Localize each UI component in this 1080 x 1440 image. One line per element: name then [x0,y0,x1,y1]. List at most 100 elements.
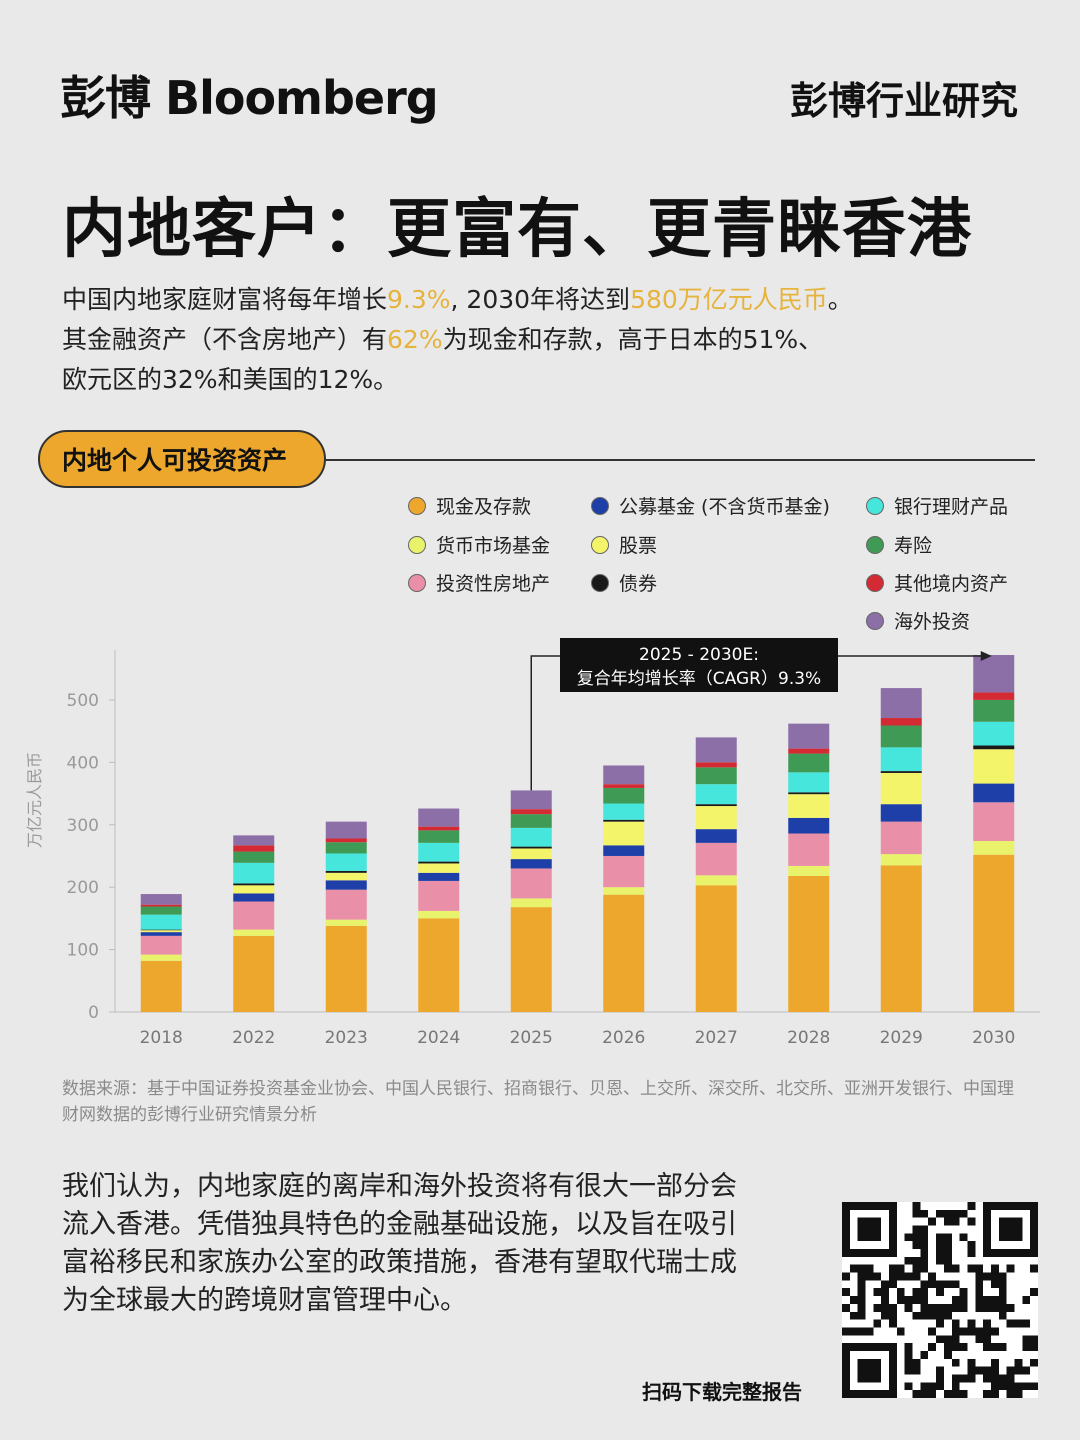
qr-module [967,1366,976,1375]
qr-module [920,1390,929,1398]
qr-module [889,1272,897,1281]
qr-module [928,1272,937,1281]
qr-module [842,1327,850,1336]
qr-module [951,1217,960,1226]
qr-module [849,1296,858,1304]
x-tick-label: 2018 [140,1028,183,1048]
qr-module [1014,1319,1023,1328]
bar-segment [140,930,182,933]
qr-module [857,1288,866,1297]
legend-label: 货币市场基金 [436,535,551,557]
bar-segment [973,721,1015,746]
qr-module [920,1350,929,1359]
x-tick-label: 2027 [695,1028,738,1048]
qr-module [912,1256,921,1265]
bar-segment [140,960,182,1012]
qr-module [975,1296,984,1304]
y-tick-label: 500 [67,691,99,711]
qr-module [904,1366,913,1375]
qr-module [998,1280,1007,1289]
qr-module [998,1303,1007,1312]
bar-segment [788,833,830,866]
qr-module [928,1390,937,1398]
qr-module [857,1296,866,1304]
annotation-title: 2025 - 2030E: [639,645,759,665]
bar-segment [695,875,737,886]
legend-swatch [408,535,426,554]
legend-item: 货币市场基金 [408,531,550,558]
bar-segment [325,853,367,871]
qr-module [1030,1343,1038,1351]
x-tick-label: 2030 [972,1028,1015,1048]
bar-segment [973,745,1015,750]
qr-module [912,1390,921,1398]
qr-module [857,1272,866,1281]
qr-module [998,1272,1007,1281]
bar-segment [603,819,645,822]
qr-module [920,1303,929,1312]
qr-module [920,1280,929,1289]
bar-segment [973,783,1015,803]
qr-module [1006,1374,1015,1383]
qr-module [920,1256,929,1265]
bar-segment [510,907,552,1012]
qr-module [959,1303,968,1312]
legend-item: 其他境内资产 [866,569,1008,596]
qr-module [896,1327,905,1336]
annotation-line [530,655,560,791]
qr-module [1006,1264,1015,1273]
qr-module [873,1288,882,1297]
qr-module [842,1288,850,1297]
qr-module [912,1366,921,1375]
qr-module [889,1303,897,1312]
qr-module [912,1241,921,1250]
brand-label: 彭博行业研究 [789,79,1018,123]
qr-module [983,1327,991,1336]
qr-module [967,1249,976,1257]
qr-module [943,1209,952,1218]
qr-module [1030,1358,1038,1367]
qr-module [983,1319,991,1328]
bar-segment [510,859,552,869]
qr-module [936,1319,944,1328]
bar-segment [695,784,737,805]
qr-module [967,1264,976,1273]
qr-module [904,1350,913,1359]
legend-item: 债券 [591,569,657,596]
qr-module [959,1233,968,1242]
qr-code[interactable] [842,1202,1038,1398]
qr-module [881,1303,890,1312]
intro-paragraph: 中国内地家庭财富将每年增长9.3%, 2030年将达到580万亿元人民币。 其金… [62,280,1042,400]
qr-module [975,1366,984,1375]
qr-module [904,1233,913,1242]
section-label: 内地个人可投资资产 [38,430,326,488]
qr-module [1014,1390,1023,1398]
qr-module [936,1256,944,1265]
qr-module [857,1311,866,1320]
legend-item: 股票 [591,531,657,558]
qr-module [873,1319,882,1328]
bar-segment [418,830,460,843]
bar-segment [233,935,275,1012]
bar-segment [788,817,830,834]
bar-segment [880,725,922,748]
qr-module [943,1256,952,1265]
qr-module [881,1296,890,1304]
bar-segment [233,835,275,846]
qr-module [959,1343,968,1351]
qr-module [842,1303,850,1312]
bar-segment [880,821,922,855]
qr-module [959,1288,968,1297]
qr-module [928,1327,937,1336]
qr-module [912,1311,921,1320]
bar-segment [325,880,367,890]
x-tick-label: 2023 [325,1028,368,1048]
intro-line-3: 欧元区的32%和美国的12%。 [62,365,399,394]
y-axis-label: 万亿元人民币 [25,752,44,848]
qr-module [1014,1358,1023,1367]
bar-segment [140,914,182,930]
qr-module [943,1390,952,1398]
qr-module [1014,1366,1023,1375]
legend-swatch [866,535,884,554]
bar-segment [418,826,460,831]
